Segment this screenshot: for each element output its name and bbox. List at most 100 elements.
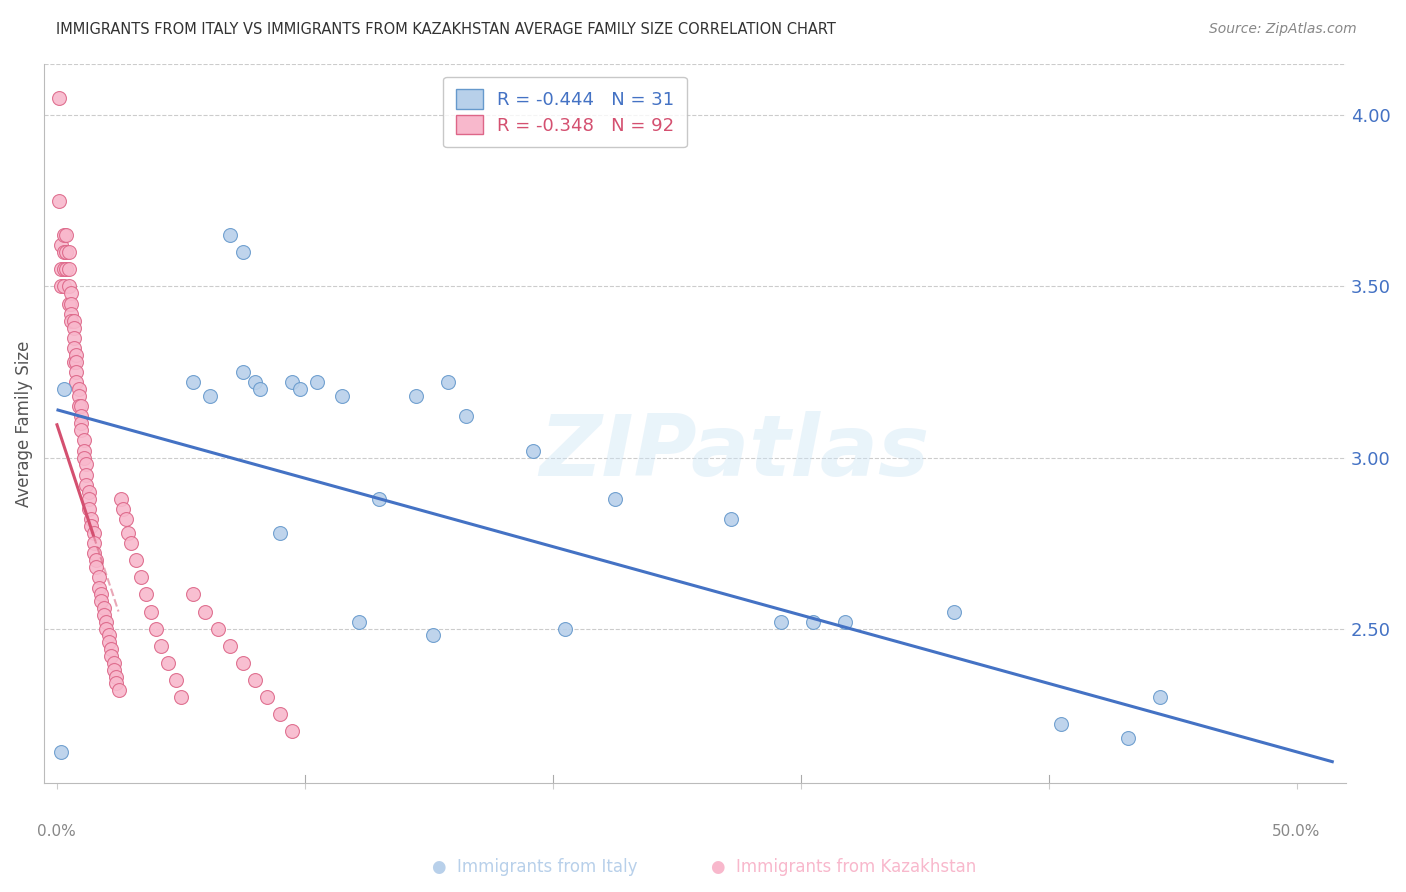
Point: [60, 314, 83, 328]
Point: [165, 673, 187, 687]
Point: [90, 587, 112, 601]
Point: [181, 587, 204, 601]
Point: [100, 648, 122, 663]
Point: [105, 676, 128, 690]
Point: [219, 228, 242, 243]
Point: [90, 594, 112, 608]
Point: [269, 525, 291, 540]
Point: [83, 536, 105, 550]
Point: [231, 245, 253, 260]
Point: [103, 663, 125, 677]
Point: [52, 245, 75, 260]
Point: [105, 669, 128, 683]
Point: [73, 450, 96, 465]
Y-axis label: Average Family Size: Average Family Size: [15, 340, 32, 507]
Text: 50.0%: 50.0%: [1272, 823, 1320, 838]
Point: [149, 639, 172, 653]
Point: [52, 228, 75, 243]
Point: [65, 365, 87, 379]
Point: [51, 745, 73, 759]
Point: [269, 707, 291, 722]
Point: [48, 194, 70, 208]
Point: [801, 615, 824, 629]
Text: IMMIGRANTS FROM ITALY VS IMMIGRANTS FROM KAZAKHSTAN AVERAGE FAMILY SIZE CORRELAT: IMMIGRANTS FROM ITALY VS IMMIGRANTS FROM…: [56, 22, 837, 37]
Point: [52, 262, 75, 277]
Point: [110, 491, 132, 506]
Point: [52, 382, 75, 396]
Point: [243, 673, 266, 687]
Point: [139, 605, 162, 619]
Text: ●  Immigrants from Kazakhstan: ● Immigrants from Kazakhstan: [711, 858, 976, 876]
Point: [231, 365, 253, 379]
Point: [120, 536, 142, 550]
Point: [93, 607, 115, 622]
Point: [70, 399, 93, 413]
Point: [115, 512, 138, 526]
Point: [603, 491, 626, 506]
Point: [103, 656, 125, 670]
Point: [522, 443, 544, 458]
Point: [200, 389, 222, 403]
Point: [77, 484, 100, 499]
Point: [437, 376, 460, 390]
Point: [55, 262, 77, 277]
Point: [405, 389, 427, 403]
Point: [194, 605, 217, 619]
Point: [243, 376, 266, 390]
Point: [281, 724, 304, 739]
Point: [60, 286, 83, 301]
Point: [75, 458, 97, 472]
Text: ●  Immigrants from Italy: ● Immigrants from Italy: [432, 858, 637, 876]
Point: [77, 501, 100, 516]
Point: [1050, 717, 1073, 731]
Point: [834, 615, 856, 629]
Point: [67, 389, 90, 403]
Point: [63, 331, 86, 345]
Point: [83, 546, 105, 560]
Point: [84, 553, 107, 567]
Point: [305, 376, 328, 390]
Point: [58, 279, 80, 293]
Point: [63, 314, 86, 328]
Point: [77, 491, 100, 506]
Point: [219, 639, 242, 653]
Point: [55, 228, 77, 243]
Point: [330, 389, 353, 403]
Point: [73, 434, 96, 448]
Point: [157, 656, 180, 670]
Point: [87, 570, 110, 584]
Point: [73, 443, 96, 458]
Point: [256, 690, 278, 704]
Point: [58, 245, 80, 260]
Point: [67, 382, 90, 396]
Point: [94, 622, 117, 636]
Point: [422, 628, 444, 642]
Text: ZIPatlas: ZIPatlas: [538, 410, 929, 493]
Point: [135, 587, 157, 601]
Point: [145, 622, 167, 636]
Point: [65, 376, 87, 390]
Legend: R = -0.444   N = 31, R = -0.348   N = 92: R = -0.444 N = 31, R = -0.348 N = 92: [443, 77, 688, 147]
Point: [181, 376, 204, 390]
Point: [769, 615, 792, 629]
Point: [117, 525, 139, 540]
Point: [554, 622, 576, 636]
Point: [231, 656, 253, 670]
Point: [84, 560, 107, 574]
Point: [75, 478, 97, 492]
Point: [60, 307, 83, 321]
Point: [1149, 690, 1171, 704]
Text: Source: ZipAtlas.com: Source: ZipAtlas.com: [1209, 22, 1357, 37]
Point: [80, 519, 103, 533]
Point: [58, 296, 80, 310]
Point: [112, 501, 135, 516]
Point: [129, 570, 152, 584]
Point: [60, 296, 83, 310]
Point: [1116, 731, 1139, 746]
Point: [87, 581, 110, 595]
Point: [454, 409, 477, 424]
Point: [52, 279, 75, 293]
Point: [63, 355, 86, 369]
Point: [83, 525, 105, 540]
Point: [93, 601, 115, 615]
